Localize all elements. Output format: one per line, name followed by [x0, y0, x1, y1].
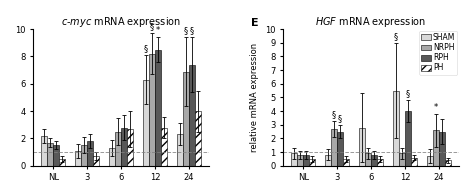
Title: $\it{HGF}$ mRNA expression: $\it{HGF}$ mRNA expression [316, 15, 427, 29]
Bar [359, 128, 365, 166]
Bar [439, 132, 445, 166]
Legend: SHAM, NRPH, RPH, PH: SHAM, NRPH, RPH, PH [419, 31, 457, 75]
Bar [411, 158, 417, 166]
Bar [128, 129, 133, 166]
Text: *: * [434, 103, 438, 112]
Y-axis label: relative mRNA expression: relative mRNA expression [250, 43, 259, 152]
Title: $\it{c\text{-}myc}$ mRNA expression: $\it{c\text{-}myc}$ mRNA expression [61, 15, 181, 29]
Text: §: § [144, 44, 148, 53]
Bar [297, 155, 303, 166]
Bar [75, 151, 81, 166]
Bar [405, 111, 411, 166]
Text: §: § [150, 22, 154, 31]
Bar [377, 159, 383, 166]
Text: §: § [406, 89, 410, 98]
Bar [325, 155, 331, 166]
Text: §: § [184, 26, 188, 35]
Bar [337, 132, 343, 166]
Bar [115, 132, 121, 166]
Text: §: § [190, 26, 194, 35]
Bar [47, 143, 53, 166]
Bar [109, 148, 115, 166]
Bar [59, 159, 65, 166]
Bar [433, 130, 439, 166]
Bar [93, 156, 99, 166]
Bar [161, 128, 167, 166]
Bar [310, 159, 315, 166]
Bar [427, 156, 433, 166]
Bar [177, 134, 183, 166]
Bar [183, 72, 189, 166]
Bar [81, 145, 87, 166]
Bar [303, 155, 309, 166]
Bar [54, 145, 59, 166]
Bar [399, 153, 405, 166]
Bar [195, 111, 201, 166]
Bar [445, 160, 451, 166]
Bar [393, 91, 399, 166]
Bar [143, 80, 149, 166]
Bar [41, 136, 47, 166]
Bar [371, 155, 377, 166]
Text: E: E [251, 18, 259, 28]
Bar [331, 129, 337, 166]
Text: §: § [338, 114, 342, 123]
Bar [365, 153, 371, 166]
Text: §: § [332, 110, 336, 119]
Bar [87, 141, 93, 166]
Bar [121, 128, 127, 166]
Bar [155, 50, 161, 166]
Bar [189, 65, 195, 166]
Text: §: § [394, 32, 398, 41]
Bar [343, 159, 349, 166]
Bar [291, 153, 297, 166]
Text: *: * [156, 26, 160, 35]
Bar [149, 54, 155, 166]
